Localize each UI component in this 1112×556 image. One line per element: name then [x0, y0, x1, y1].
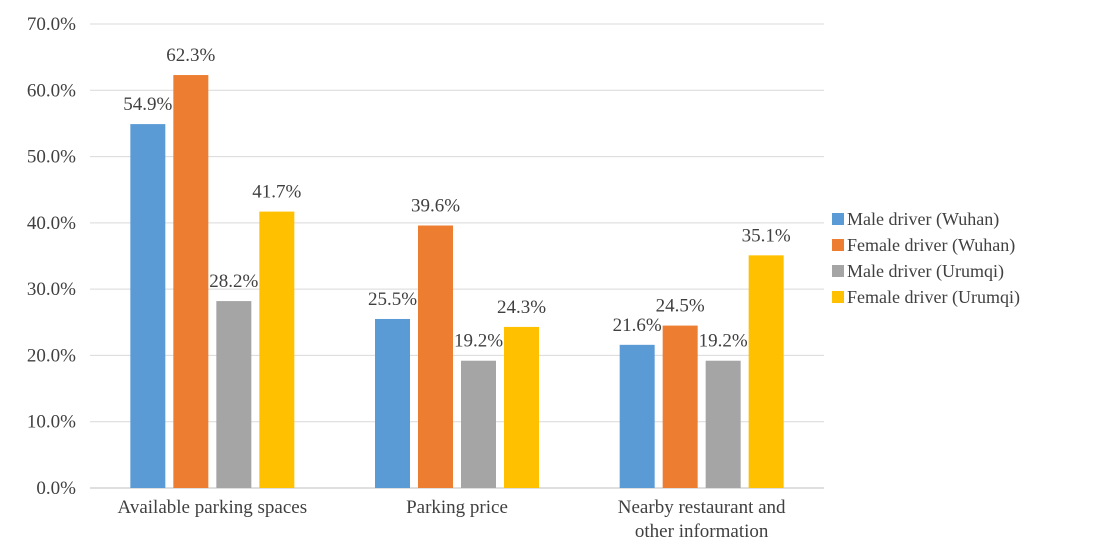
- legend: Male driver (Wuhan) Female driver (Wuhan)…: [832, 209, 1020, 308]
- x-category-label: Available parking spaces: [118, 497, 308, 518]
- bar: [130, 124, 166, 488]
- data-label: 41.7%: [252, 182, 301, 203]
- gridlines: [90, 23, 824, 489]
- y-axis-tick-labels: 0.0% 10.0% 20.0% 30.0% 40.0% 50.0% 60.0% 70.0%: [27, 14, 76, 499]
- data-label: 19.2%: [699, 331, 748, 352]
- bar: [418, 225, 453, 488]
- data-label: 54.9%: [123, 94, 172, 115]
- data-label: 25.5%: [368, 289, 417, 310]
- legend-item: Male driver (Urumqi): [832, 261, 1004, 282]
- legend-label: Female driver (Urumqi): [847, 287, 1020, 308]
- bar: [173, 75, 209, 488]
- x-axis-category-labels: Available parking spaces Parking price Nea…: [118, 497, 786, 542]
- legend-item: Female driver (Urumqi): [832, 287, 1020, 308]
- x-category-label: Parking price: [406, 497, 508, 518]
- bar: [461, 360, 496, 488]
- legend-label: Female driver (Wuhan): [847, 235, 1015, 256]
- x-category-label: Nearby restaurant and: [618, 497, 786, 518]
- bar: [375, 318, 410, 488]
- data-label: 24.3%: [497, 297, 546, 318]
- legend-item: Male driver (Wuhan): [832, 209, 999, 230]
- bar: [662, 325, 698, 488]
- data-label: 24.5%: [656, 296, 705, 317]
- y-tick-label: 0.0%: [36, 478, 76, 499]
- data-labels: 54.9% 25.5% 21.6% 62.3% 39.6% 24.5% 28.2% 19.2%…: [123, 45, 791, 352]
- bars: [130, 75, 784, 489]
- bar: [748, 255, 784, 488]
- bar: [216, 301, 252, 488]
- legend-swatch: [832, 239, 844, 251]
- bar: [504, 326, 539, 488]
- data-label: 39.6%: [411, 196, 460, 217]
- data-label: 19.2%: [454, 331, 503, 352]
- data-label: 62.3%: [166, 45, 215, 66]
- y-tick-label: 60.0%: [27, 80, 76, 101]
- y-tick-label: 70.0%: [27, 14, 76, 35]
- legend-item: Female driver (Wuhan): [832, 235, 1015, 256]
- y-tick-label: 20.0%: [27, 345, 76, 366]
- data-label: 28.2%: [209, 271, 258, 292]
- y-tick-label: 10.0%: [27, 412, 76, 433]
- y-tick-label: 50.0%: [27, 147, 76, 168]
- legend-swatch: [832, 291, 844, 303]
- x-category-label: other information: [635, 521, 769, 542]
- legend-label: Male driver (Wuhan): [847, 209, 999, 230]
- data-label: 21.6%: [613, 315, 662, 336]
- bar: [705, 360, 741, 488]
- legend-label: Male driver (Urumqi): [847, 261, 1004, 282]
- legend-swatch: [832, 265, 844, 277]
- bar: [619, 344, 655, 488]
- y-tick-label: 30.0%: [27, 279, 76, 300]
- data-label: 35.1%: [742, 225, 791, 246]
- y-tick-label: 40.0%: [27, 213, 76, 234]
- legend-swatch: [832, 213, 844, 225]
- bar: [259, 211, 295, 489]
